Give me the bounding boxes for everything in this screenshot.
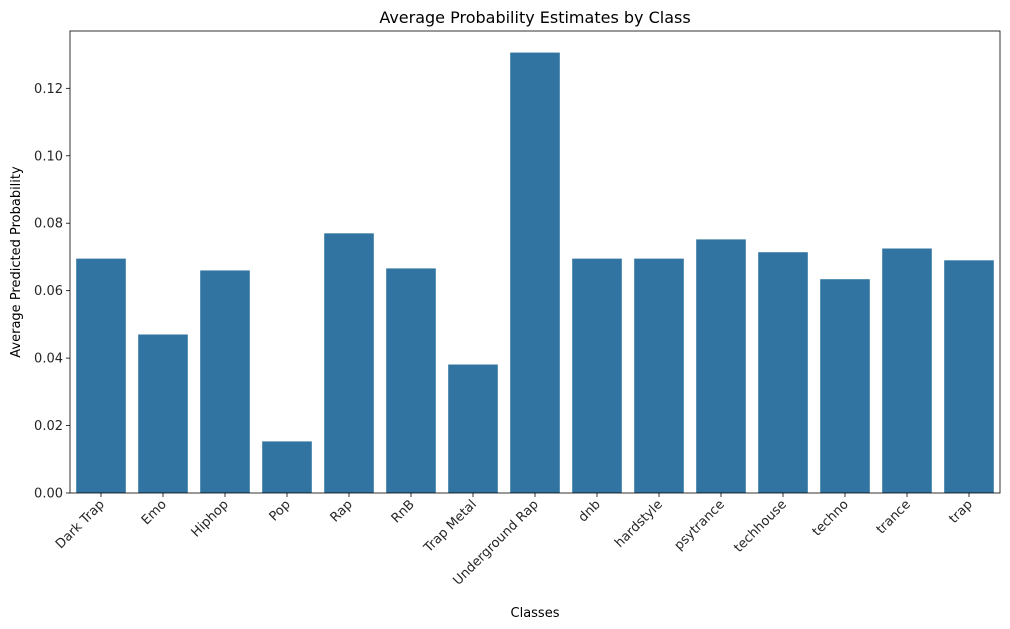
- x-axis: Dark Trap Emo Hiphop Pop Rap RnB Trap MetalUnd…: [53, 493, 976, 589]
- x-tick-label-14: trap: [946, 497, 975, 526]
- y-tick-label-6: 0.12: [34, 82, 63, 97]
- x-tick-label-0: Dark Trap: [53, 497, 108, 552]
- bar-9: [634, 258, 684, 493]
- x-tick-label-9: hardstyle: [612, 497, 666, 551]
- x-tick-label-3: Pop: [267, 497, 294, 524]
- bar-4: [324, 233, 374, 494]
- bar-10: [696, 239, 746, 493]
- bar-7: [510, 52, 560, 493]
- x-axis-label: Classes: [511, 606, 560, 621]
- bar-14: [944, 260, 994, 493]
- y-tick-label-3: 0.06: [34, 284, 63, 299]
- bar-13: [882, 248, 932, 493]
- bar-6: [448, 364, 498, 493]
- bars-group: [76, 52, 994, 494]
- bar-0: [76, 258, 126, 493]
- y-tick-label-1: 0.02: [34, 419, 63, 434]
- y-tick-label-4: 0.08: [34, 217, 63, 232]
- x-tick-label-5: RnB: [389, 497, 418, 526]
- y-axis: 0.00 0.02 0.04 0.06 0.08 0.10 0.12: [34, 82, 70, 502]
- y-axis-label: Average Predicted Probability: [9, 166, 24, 358]
- x-tick-label-6: Trap Metal: [421, 497, 480, 556]
- x-tick-label-13: trance: [874, 497, 914, 537]
- plot-frame: [69, 30, 1001, 494]
- x-tick-label-1: Emo: [139, 497, 170, 528]
- x-tick-label-10: psytrance: [672, 497, 728, 553]
- x-tick-label-4: Rap: [328, 497, 356, 525]
- bar-5: [386, 268, 436, 493]
- x-tick-label-11: techhouse: [731, 497, 789, 555]
- y-tick-label-5: 0.10: [34, 149, 63, 164]
- y-tick-label-0: 0.00: [34, 487, 63, 502]
- bar-8: [572, 258, 622, 493]
- bar-11: [758, 252, 808, 493]
- bar-2: [200, 270, 250, 493]
- y-tick-label-2: 0.04: [34, 352, 63, 367]
- bar-3: [262, 441, 312, 493]
- chart-title: Average Probability Estimates by Class: [379, 8, 690, 27]
- bar-12: [820, 279, 870, 493]
- x-tick-label-2: Hiphop: [189, 497, 232, 540]
- x-tick-label-8: dnb: [576, 497, 604, 525]
- bar-1: [138, 334, 188, 493]
- x-tick-label-12: techno: [810, 497, 852, 539]
